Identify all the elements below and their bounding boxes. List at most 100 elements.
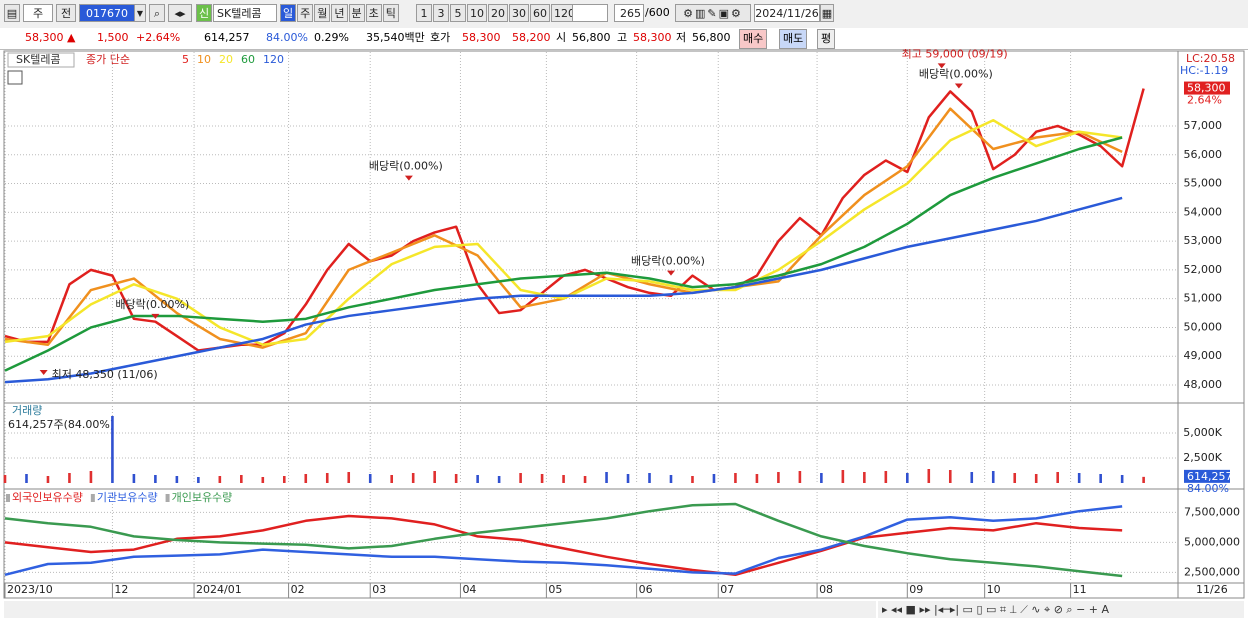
volume-bar bbox=[1077, 473, 1081, 483]
amount: 35,540백만 bbox=[366, 31, 425, 44]
x-tick-label: 03 bbox=[372, 583, 386, 596]
count-max: /600 bbox=[645, 6, 670, 19]
quote-label: 호가 bbox=[430, 31, 451, 44]
volume-subtitle: 614,257주(84.00%) bbox=[8, 418, 114, 431]
volume-bar bbox=[648, 473, 651, 483]
toolbar-button[interactable]: 10 bbox=[467, 4, 487, 22]
legend-entry: 120 bbox=[263, 53, 284, 66]
volume-bar bbox=[734, 473, 737, 483]
volume-bar bbox=[154, 475, 157, 483]
series-line bbox=[4, 514, 1123, 577]
sell-button[interactable]: 매도 bbox=[779, 29, 808, 49]
volume-bar bbox=[884, 471, 888, 483]
toolbar-button[interactable]: 5 bbox=[450, 4, 466, 22]
y-tick-label: 2,500K bbox=[1183, 451, 1222, 464]
volume: 614,257 bbox=[204, 31, 250, 44]
volume-bar bbox=[519, 473, 522, 483]
date-input[interactable]: 2024/11/26 bbox=[754, 4, 820, 22]
badge: 신 bbox=[196, 4, 212, 22]
open-label: 시 bbox=[556, 31, 567, 44]
series-line bbox=[4, 136, 1123, 372]
title-box bbox=[7, 52, 75, 68]
toolbar-button[interactable]: 월 bbox=[314, 4, 331, 22]
volume-bar bbox=[1056, 472, 1059, 483]
x-tick-label: 12 bbox=[114, 583, 128, 596]
stock-name[interactable]: SK텔레콤 bbox=[213, 4, 277, 22]
volume-bar bbox=[25, 474, 28, 483]
volume-bar bbox=[948, 470, 952, 483]
nav-buttons[interactable]: ▸ ◂◂ ■ ▸▸ |◂─▸| ▭ ▯ ▭ ⌗ ⟂ ⟋ ∿ ⌖ ⊘ ⌕ − + … bbox=[882, 603, 1109, 616]
volume-bar bbox=[218, 476, 222, 483]
volume-bar bbox=[691, 476, 694, 483]
x-tick-label: 02 bbox=[291, 583, 305, 596]
chart-icon[interactable] bbox=[7, 70, 23, 85]
blank-select[interactable] bbox=[572, 4, 608, 22]
volume-bar bbox=[261, 477, 265, 483]
avg-button[interactable]: 평 bbox=[817, 29, 836, 49]
annotation: 최고 59,000 (09/19) bbox=[902, 49, 1008, 60]
volume-bar bbox=[132, 474, 136, 483]
buy-button[interactable]: 매수 bbox=[739, 29, 768, 49]
last-volume-box bbox=[1184, 469, 1230, 483]
volume-bar bbox=[863, 472, 866, 483]
calendar-icon[interactable]: ▦ bbox=[820, 4, 834, 22]
legend-swatch bbox=[165, 494, 170, 502]
annotation: 배당락(0.00%) bbox=[115, 298, 189, 311]
period-type[interactable]: 주 bbox=[23, 4, 53, 22]
bottom-tools bbox=[878, 601, 1244, 618]
x-tick-label: 2024/01 bbox=[196, 583, 242, 596]
toolbar-button[interactable]: 분 bbox=[348, 4, 365, 22]
volume-bar bbox=[669, 475, 673, 483]
bottom-bar bbox=[4, 601, 876, 618]
dropdown[interactable]: ▼ bbox=[134, 4, 146, 22]
volume-bar bbox=[304, 474, 308, 483]
toolbar-button[interactable]: 일 bbox=[280, 4, 297, 22]
code-input[interactable]: 017670 bbox=[79, 4, 135, 22]
volume-bar bbox=[991, 471, 995, 483]
chart-area: SK텔레콤 종가 단순 거래량 614,257주(84.00%) LC:20.5… bbox=[3, 49, 1245, 618]
frame bbox=[3, 50, 1245, 599]
x-tick-label: 06 bbox=[639, 583, 653, 596]
toolbar-button[interactable]: 초 bbox=[365, 4, 382, 22]
volume-bar bbox=[605, 472, 608, 483]
y-tick-label: 54,000 bbox=[1184, 205, 1223, 218]
price-subtitle: 종가 단순 bbox=[86, 53, 130, 66]
x-tick-label: 11 bbox=[1073, 583, 1087, 596]
volume-bar bbox=[777, 472, 780, 483]
toolbar-button[interactable]: 년 bbox=[331, 4, 348, 22]
count-input[interactable]: 265 bbox=[614, 4, 644, 22]
legend-entry: 개인보유수량 bbox=[172, 491, 233, 504]
volume-bar bbox=[562, 475, 565, 483]
toolbar-button[interactable]: 1 bbox=[416, 4, 432, 22]
volume-bar bbox=[1013, 473, 1017, 483]
tool-icons[interactable]: ⚙▥✎▣⚙ bbox=[675, 4, 751, 22]
annotation: 배당락(0.00%) bbox=[631, 255, 705, 268]
legend-entry: 60 bbox=[241, 53, 255, 66]
menu-icon[interactable]: ▤ bbox=[4, 4, 20, 22]
volume-bar bbox=[197, 477, 200, 483]
legend-entry: 10 bbox=[197, 53, 211, 66]
sound-icon[interactable]: ◂▸ bbox=[168, 4, 192, 22]
toolbar-button[interactable]: 20 bbox=[488, 4, 508, 22]
y-tick-label: 53,000 bbox=[1184, 234, 1223, 247]
y-tick-label: 55,000 bbox=[1184, 177, 1223, 190]
last-price-label: 58,300 bbox=[1187, 82, 1226, 95]
volume-bar bbox=[411, 473, 415, 483]
toolbar-button[interactable]: 틱 bbox=[382, 4, 399, 22]
toolbar-button[interactable]: 주 bbox=[297, 4, 314, 22]
x-tick-label: 09 bbox=[909, 583, 923, 596]
volume-bar bbox=[282, 476, 286, 483]
volume-bar bbox=[240, 475, 243, 483]
toolbar-button[interactable]: 60 bbox=[530, 4, 550, 22]
volume-bar bbox=[390, 475, 394, 483]
search-icon[interactable]: ⌕ bbox=[149, 4, 165, 22]
volume-bar bbox=[820, 473, 823, 483]
toolbar-button[interactable]: 30 bbox=[509, 4, 529, 22]
legend-swatch bbox=[6, 494, 10, 502]
bid: 58,200 bbox=[512, 31, 551, 44]
annotation: 배당락(0.00%) bbox=[369, 160, 443, 173]
toolbar-button[interactable]: 3 bbox=[433, 4, 449, 22]
prev-button[interactable]: 전 bbox=[56, 4, 76, 22]
volume-bar bbox=[1142, 476, 1145, 483]
step-buttons: 1 3 5 10 20 30 60 120 bbox=[416, 4, 579, 22]
